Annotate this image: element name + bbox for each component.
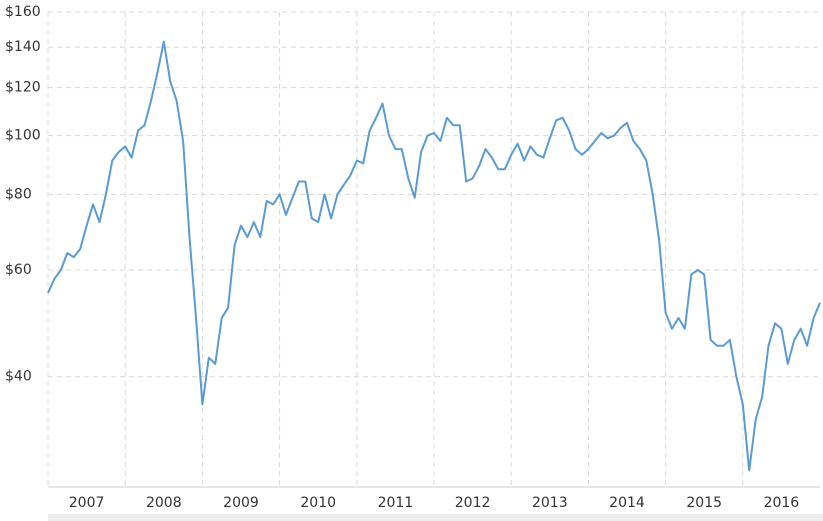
x-tick-label: 2009 [223, 495, 259, 511]
scroll-strip [48, 514, 823, 521]
x-tick-label: 2015 [686, 495, 722, 511]
y-tick-label: $140 [5, 39, 41, 55]
y-tick-label: $40 [5, 369, 32, 385]
x-tick-label: 2014 [609, 495, 645, 511]
y-tick-label: $80 [5, 186, 32, 202]
x-tick-label: 2010 [300, 495, 336, 511]
x-tick-label: 2016 [764, 495, 800, 511]
y-tick-label: $100 [5, 128, 41, 144]
x-tick-label: 2007 [69, 495, 105, 511]
y-tick-label: $60 [5, 262, 32, 278]
x-tick-label: 2008 [146, 495, 182, 511]
price-line [47, 40, 821, 472]
x-tick-label: 2013 [532, 495, 568, 511]
x-tick-label: 2011 [378, 495, 414, 511]
y-tick-label: $160 [5, 4, 41, 20]
x-tick-label: 2012 [455, 495, 491, 511]
y-tick-label: $120 [5, 80, 41, 96]
